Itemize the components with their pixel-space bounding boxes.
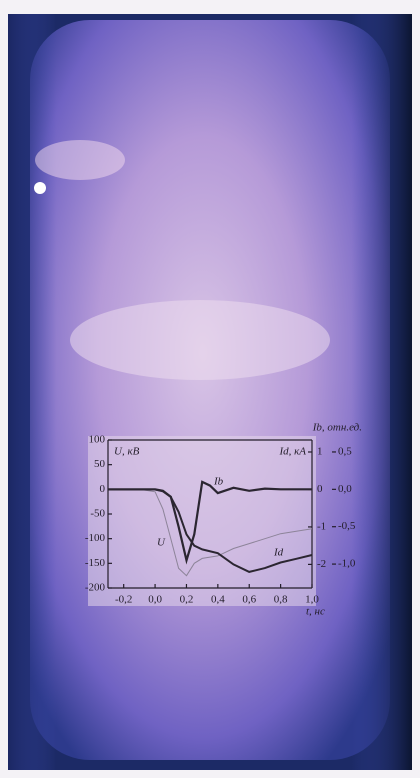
series-label: Ib: [213, 476, 224, 488]
x-tick-label: -0,2: [115, 594, 132, 606]
series-line: [108, 488, 313, 577]
y-tick-label: -200: [85, 582, 106, 594]
y-tick-label: -150: [85, 557, 106, 569]
y2-tick-label: 0: [317, 483, 323, 495]
y3-tick-label: -1,0: [338, 558, 356, 570]
series-label: Id: [273, 547, 284, 559]
spark: [34, 182, 46, 194]
y3-tick-label: 0,0: [338, 483, 352, 495]
streak: [70, 300, 330, 380]
y-tick-label: 100: [89, 434, 106, 446]
y2-tick-label: 1: [317, 446, 323, 458]
y-tick-label: -100: [85, 532, 106, 544]
x-axis-title: t, нс: [306, 606, 325, 618]
y2-tick-label: -1: [317, 520, 326, 532]
chart: 100 50 0 -50 -100 -150 -200 1 0 -1 -2 0,5 0,0 -0,5 -1,…: [85, 422, 362, 618]
y3-tick-label: -0,5: [338, 520, 356, 532]
y-tick-label: 0: [100, 483, 106, 495]
y-axis-title: U, кВ: [114, 446, 140, 458]
y-tick-label: 50: [94, 458, 106, 470]
y2-axis-title: Id, кА: [278, 446, 306, 458]
x-tick-label: 0,8: [274, 594, 288, 606]
x-tick-label: 0,6: [242, 594, 256, 606]
chart-backdrop: [88, 436, 316, 606]
x-tick-label: 0,0: [148, 594, 162, 606]
edge-shade: [8, 14, 412, 770]
y3-tick-label: 0,5: [338, 445, 352, 457]
series-line: [108, 488, 313, 573]
y-tick-label: -50: [90, 508, 105, 520]
streak: [35, 140, 125, 180]
y2-tick-label: -2: [317, 558, 326, 570]
x-tick-label: 0,2: [180, 594, 194, 606]
series-label: U: [157, 537, 166, 549]
x-tick-label: 0,4: [211, 594, 225, 606]
y3-axis-title: Ib, отн.ед.: [312, 422, 362, 434]
x-tick-label: 1,0: [305, 594, 319, 606]
